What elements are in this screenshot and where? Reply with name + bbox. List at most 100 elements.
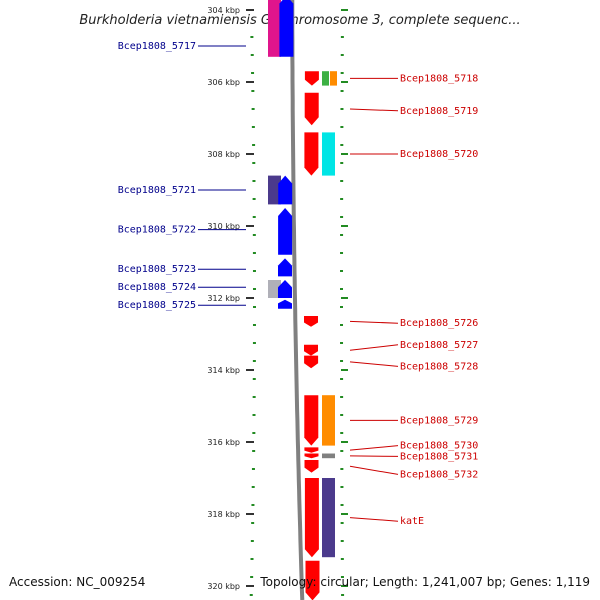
gene-label: Bcep1808_5720 <box>400 149 478 160</box>
grid-dot <box>340 144 344 146</box>
grid-dot <box>340 72 344 74</box>
gene-arrow <box>304 316 318 327</box>
grid-dot <box>340 468 344 470</box>
gene-label: Bcep1808_5732 <box>400 469 478 480</box>
grid-dot <box>252 234 256 236</box>
tick-label: 320 kbp <box>207 582 240 591</box>
backbone-line <box>290 0 305 600</box>
gene-arrow <box>304 460 319 473</box>
tick-mark <box>246 153 254 155</box>
grid-dot <box>252 360 256 362</box>
grid-dot <box>340 306 344 308</box>
tick-label: 308 kbp <box>207 150 240 159</box>
gene-arrow <box>278 208 293 255</box>
grid-dot <box>252 270 256 272</box>
grid-dot <box>340 108 344 110</box>
grid-dot <box>340 504 344 506</box>
ortholog-bar <box>322 132 335 176</box>
label-leader <box>349 108 399 112</box>
grid-dot <box>340 180 344 182</box>
accession-text: Accession: NC_009254 <box>9 575 145 589</box>
label-leader <box>349 455 399 457</box>
gene-arrow <box>304 132 319 176</box>
grid-dot <box>252 306 256 308</box>
grid-dot <box>252 432 256 434</box>
grid-dot <box>252 162 256 164</box>
ortholog-bar <box>268 175 281 205</box>
tick-label: 316 kbp <box>207 438 240 447</box>
gene-label: Bcep1808_5724 <box>118 282 196 293</box>
grid-dot <box>340 522 344 524</box>
grid-dot <box>250 558 254 560</box>
tick-mark <box>246 369 254 371</box>
backbone <box>290 0 305 600</box>
tick-mark <box>341 441 348 443</box>
gene-label: katE <box>400 516 424 527</box>
gene-label: Bcep1808_5722 <box>118 225 196 236</box>
grid-dot <box>340 378 344 380</box>
grid-dot <box>340 234 344 236</box>
ortholog-bar <box>322 71 329 86</box>
label-leader <box>349 361 399 367</box>
gene-label: Bcep1808_5731 <box>400 451 478 462</box>
grid-dot <box>340 198 344 200</box>
gene-label: Bcep1808_5725 <box>118 300 196 311</box>
grid-dot <box>252 450 256 452</box>
gene-arrow <box>278 258 292 277</box>
tick-mark <box>341 9 348 11</box>
gene-arrow <box>304 395 319 446</box>
grid-dot <box>252 414 256 416</box>
grid-dot <box>340 558 344 560</box>
grid-dot <box>252 396 256 398</box>
gene-label: Bcep1808_5728 <box>400 361 478 372</box>
grid-dot <box>252 378 256 380</box>
gene-tracks <box>278 0 320 600</box>
grid-dot <box>250 540 254 542</box>
grid-dot <box>340 162 344 164</box>
tick-mark <box>341 513 348 515</box>
tick-mark <box>341 297 348 299</box>
grid-dot <box>340 360 344 362</box>
grid-dot <box>340 54 344 56</box>
tick-label: 304 kbp <box>207 6 240 15</box>
grid-dot <box>252 180 256 182</box>
ortholog-bar <box>268 0 281 57</box>
grid-dot <box>340 126 344 128</box>
grid-dot <box>250 54 254 56</box>
tick-mark <box>246 297 254 299</box>
grid-dot <box>251 468 255 470</box>
grid-dot <box>251 522 255 524</box>
gene-labels: Bcep1808_5717 Bcep1808_5718 Bcep1808_5719 B… <box>118 41 479 527</box>
label-leader <box>349 344 399 351</box>
grid-dot <box>251 90 255 92</box>
gene-arrow <box>278 280 292 298</box>
grid-dot <box>252 324 256 326</box>
grid-dots <box>249 36 345 596</box>
gene-arrow <box>279 0 294 57</box>
tick-label: 314 kbp <box>207 366 240 375</box>
ortholog-bar <box>322 453 335 459</box>
tick-mark <box>341 369 348 371</box>
label-leader <box>349 320 399 324</box>
grid-dot <box>251 108 255 110</box>
gene-label: Bcep1808_5717 <box>118 41 196 52</box>
label-leader <box>349 465 399 475</box>
grid-dot <box>252 216 256 218</box>
gene-arrow <box>304 453 319 459</box>
grid-dot <box>341 594 345 596</box>
gene-arrow <box>304 344 318 356</box>
gene-arrow <box>304 355 319 369</box>
gene-arrow <box>304 478 319 558</box>
gene-label: Bcep1808_5729 <box>400 415 478 426</box>
grid-dot <box>340 288 344 290</box>
tick-mark <box>246 513 254 515</box>
ortholog-bar <box>322 478 335 558</box>
grid-dot <box>249 594 253 596</box>
grid-dot <box>340 432 344 434</box>
grid-dot <box>252 342 256 344</box>
map-title: Burkholderia vietnamiensis G4 chromosome… <box>79 13 520 28</box>
grid-dot <box>252 144 256 146</box>
label-leader <box>349 445 399 451</box>
grid-dot <box>251 486 255 488</box>
